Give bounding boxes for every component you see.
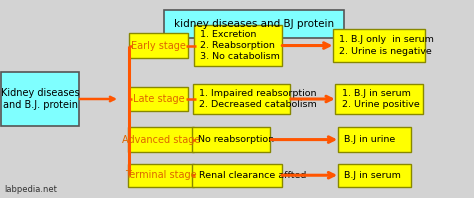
FancyBboxPatch shape [333,29,425,62]
Text: 1. Excretion
2. Reabsorption
3. No catabolism: 1. Excretion 2. Reabsorption 3. No catab… [200,30,280,62]
Text: Late stage: Late stage [133,94,184,104]
FancyBboxPatch shape [194,25,282,66]
FancyBboxPatch shape [192,127,270,152]
FancyBboxPatch shape [336,84,423,114]
FancyBboxPatch shape [337,164,411,187]
FancyBboxPatch shape [128,127,194,152]
Text: No reabsorption: No reabsorption [198,135,274,144]
Text: Terminal stage: Terminal stage [125,170,197,180]
Text: Renal clearance affted: Renal clearance affted [199,171,306,180]
FancyBboxPatch shape [192,164,282,187]
Text: 1. B.J in serum
2. Urine positive: 1. B.J in serum 2. Urine positive [341,89,419,109]
FancyBboxPatch shape [164,10,344,38]
FancyBboxPatch shape [193,84,290,114]
Text: B.J in urine: B.J in urine [344,135,395,144]
Text: 1. Impaired reabsorption
2. Decreased catabolism: 1. Impaired reabsorption 2. Decreased ca… [199,89,317,109]
FancyBboxPatch shape [337,127,411,152]
Text: Kidney diseases
and B.J. protein: Kidney diseases and B.J. protein [1,88,80,110]
Text: 1. B.J only  in serum
2. Urine is negative: 1. B.J only in serum 2. Urine is negativ… [339,35,434,56]
FancyBboxPatch shape [129,33,189,58]
Text: kidney diseases and BJ protein: kidney diseases and BJ protein [173,19,334,29]
FancyBboxPatch shape [129,87,189,111]
FancyBboxPatch shape [1,72,80,126]
Text: B.J in serum: B.J in serum [344,171,401,180]
Text: Advanced stage: Advanced stage [122,135,201,145]
Text: labpedia.net: labpedia.net [5,185,58,194]
Text: Early stage: Early stage [131,41,186,50]
FancyBboxPatch shape [128,164,194,187]
